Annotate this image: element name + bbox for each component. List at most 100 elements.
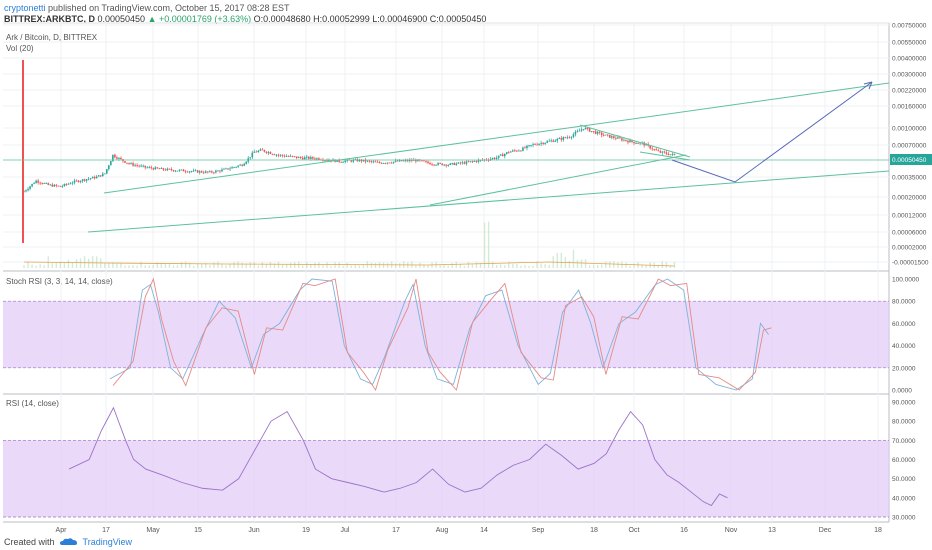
candle <box>101 173 104 177</box>
candle <box>205 171 207 173</box>
candle <box>556 138 559 141</box>
candle <box>661 151 664 153</box>
candle <box>435 164 437 166</box>
last-price: 0.00050450 <box>97 14 146 24</box>
candle <box>568 137 571 139</box>
candle <box>257 150 260 153</box>
volume-bar <box>443 264 445 268</box>
candle <box>505 152 508 154</box>
volume-bar <box>455 261 457 268</box>
candle <box>572 134 575 137</box>
x-tick-label: 18 <box>590 527 598 534</box>
candle <box>23 191 25 193</box>
candle <box>142 165 144 167</box>
volume-bar <box>572 249 575 268</box>
symbol-info: BITTREX:ARKBTC, D 0.00050450 ▲ +0.000017… <box>4 14 486 24</box>
candle <box>71 182 74 184</box>
volume-bar <box>487 221 490 268</box>
price-tick-label: 0.00750000 <box>892 23 927 30</box>
tradingview-cloud-icon <box>59 538 77 545</box>
candle <box>544 142 546 144</box>
volume-bar <box>120 263 122 268</box>
candle <box>318 158 320 160</box>
author-link[interactable]: cryptonetti <box>4 3 46 13</box>
ohlc-values: O:0.00048680 H:0.00052999 L:0.00046900 C… <box>253 14 487 24</box>
x-tick-label: Jul <box>341 527 350 534</box>
price-tick-label: 0.00300000 <box>892 72 927 79</box>
volume-bar <box>221 263 223 268</box>
candle <box>526 145 528 149</box>
tradingview-logo-text[interactable]: TradingView <box>82 536 133 547</box>
candle <box>291 155 294 157</box>
volume-bar <box>112 262 114 268</box>
x-tick-label: May <box>146 527 160 534</box>
candle <box>160 168 163 169</box>
price-tick-label: 0.00035000 <box>892 175 927 182</box>
publish-text: published on TradingView.com, October 15… <box>48 3 290 13</box>
volume-bar <box>560 252 563 268</box>
candle <box>27 188 29 191</box>
candle <box>497 155 500 158</box>
candle <box>37 180 39 183</box>
candle <box>301 157 304 160</box>
volume-bar <box>192 265 195 268</box>
candle <box>35 180 37 184</box>
candle <box>144 165 146 168</box>
candle <box>611 136 613 138</box>
candle <box>546 141 548 143</box>
volume-bar <box>128 265 130 268</box>
candle <box>164 169 167 171</box>
price-tick-label: 0.00012000 <box>892 213 927 220</box>
stoch-rsi-tick-label: 60.0000 <box>892 321 916 328</box>
candle <box>338 159 340 162</box>
volume-bar <box>346 262 348 268</box>
candle <box>188 171 191 173</box>
candle <box>140 165 142 167</box>
candle <box>148 167 151 169</box>
candle <box>540 142 542 144</box>
volume-bar <box>172 265 175 268</box>
candle <box>382 163 385 164</box>
candle <box>223 168 225 170</box>
candle <box>225 168 227 170</box>
x-tick-label: Dec <box>819 527 832 534</box>
candle <box>633 141 635 144</box>
volume-bar <box>596 265 599 268</box>
volume-bar <box>479 263 482 268</box>
volume-bar <box>39 264 41 268</box>
volume-bar <box>491 261 494 268</box>
candle <box>637 143 639 144</box>
candle <box>623 139 625 141</box>
volume-bar <box>374 262 377 268</box>
x-tick-label: Jun <box>248 527 259 534</box>
volume-bar <box>63 262 66 268</box>
price-tick-label: 0.00020000 <box>892 195 927 202</box>
candle <box>396 160 399 162</box>
volume-bar <box>423 264 425 268</box>
candle <box>449 163 452 165</box>
volume-bar <box>281 264 284 268</box>
volume-bar <box>59 261 62 268</box>
up-triangle-icon: ▲ <box>147 14 157 24</box>
price-tick-label: 0.00550000 <box>892 40 927 47</box>
x-tick-label: 17 <box>392 527 400 534</box>
publish-info: cryptonetti published on TradingView.com… <box>4 3 290 13</box>
candle <box>665 152 668 154</box>
candle <box>340 161 342 163</box>
candle <box>303 157 306 160</box>
candle <box>279 154 282 156</box>
candle <box>625 139 627 141</box>
candle <box>600 132 603 136</box>
candle <box>564 137 567 139</box>
price-change: +0.00001769 (+3.63%) <box>159 14 252 24</box>
candle <box>245 161 247 164</box>
candle <box>69 183 72 185</box>
volume-bar <box>500 264 502 268</box>
candle <box>285 156 288 158</box>
candle <box>186 171 189 173</box>
candle <box>423 160 425 162</box>
candle <box>77 180 80 182</box>
candle <box>126 162 128 164</box>
volume-bar <box>508 261 510 268</box>
